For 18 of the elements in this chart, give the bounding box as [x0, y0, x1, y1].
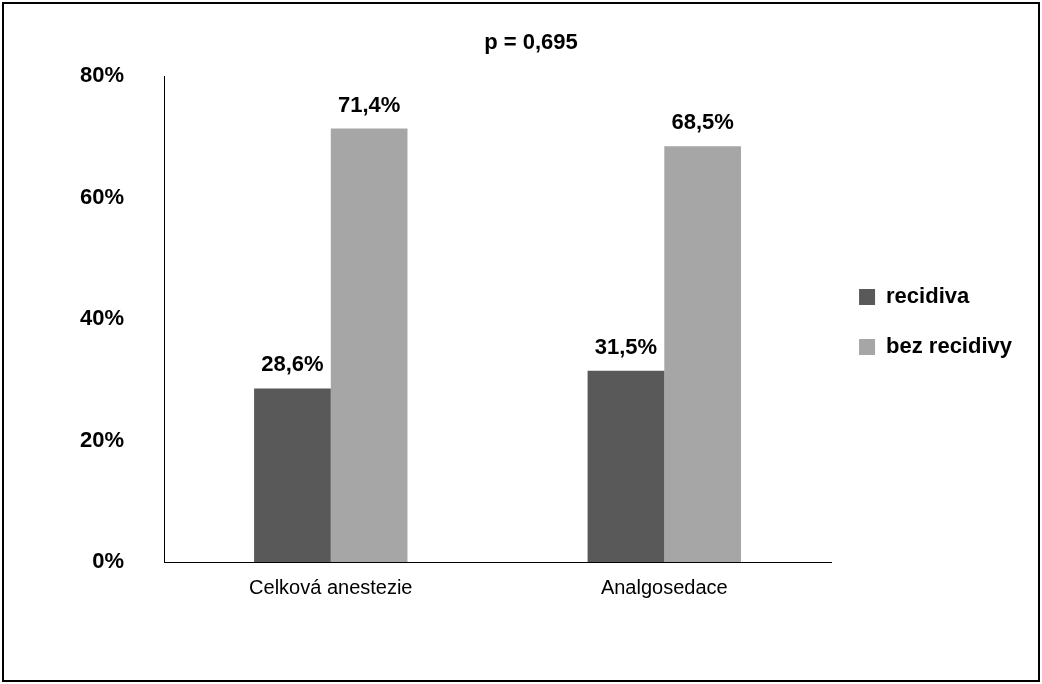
- chart-title: p = 0,695: [484, 29, 578, 55]
- bar: [587, 370, 665, 562]
- y-tick-label: 80%: [79, 62, 125, 88]
- y-tick-label: 0%: [92, 548, 125, 574]
- x-tick-label: Analgosedace: [600, 575, 728, 598]
- data-label: 28,6%: [261, 351, 324, 377]
- legend-label: bez recidivy: [886, 333, 1013, 359]
- data-label: 71,4%: [337, 91, 401, 117]
- data-label: 68,5%: [671, 109, 734, 135]
- bar: [330, 128, 408, 562]
- y-tick-label: 40%: [79, 305, 125, 331]
- bar: [254, 388, 331, 562]
- y-tick-label: 20%: [79, 426, 125, 452]
- data-label: 31,5%: [594, 333, 658, 359]
- x-tick-label: Celková anestezie: [249, 575, 413, 598]
- y-tick-label: 60%: [79, 183, 125, 209]
- legend-label: recidiva: [886, 283, 970, 309]
- bar: [664, 146, 741, 562]
